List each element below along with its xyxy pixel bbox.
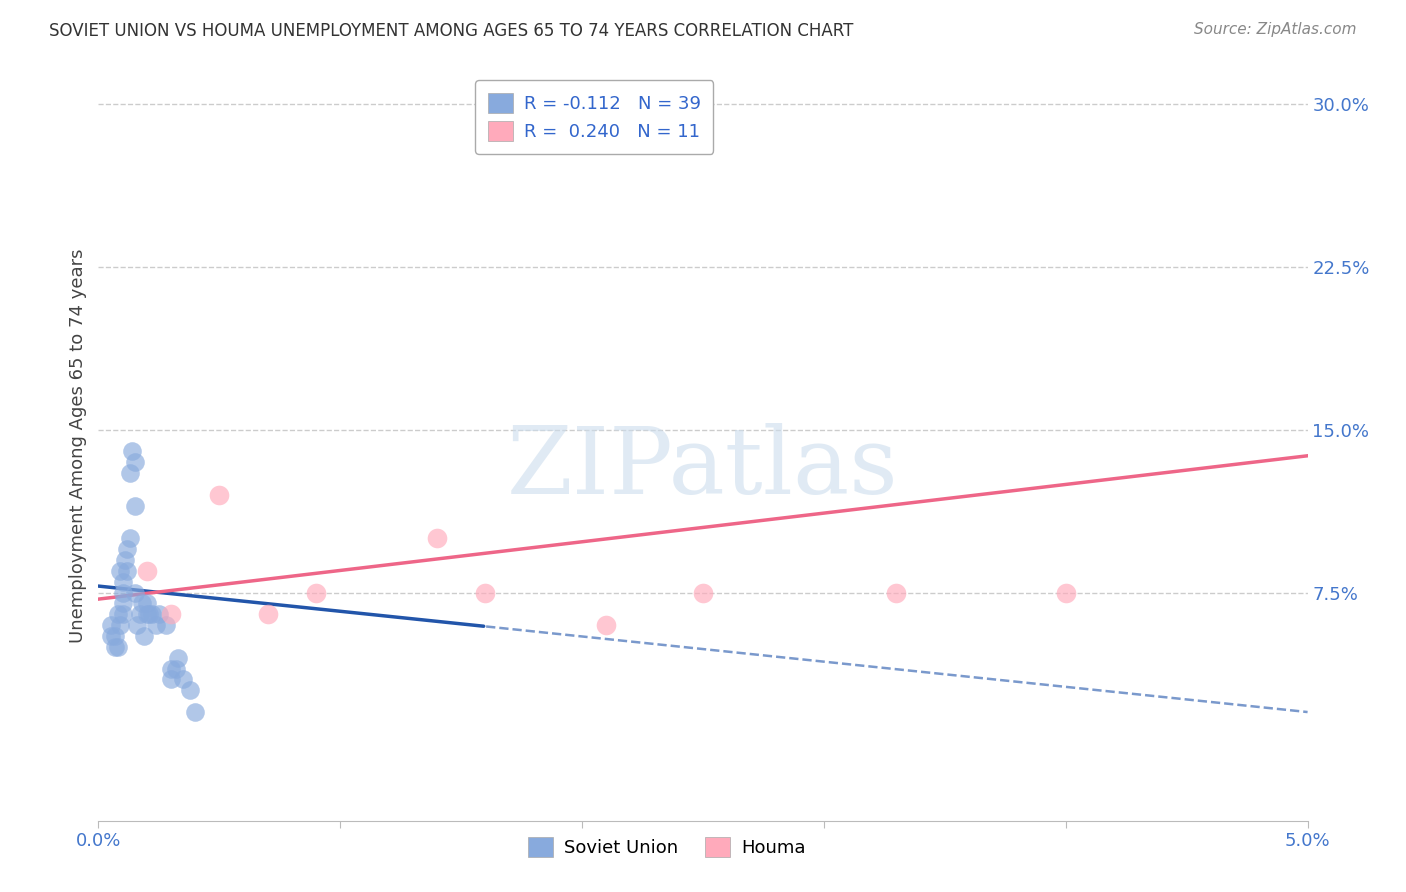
Point: [117, 542, 139, 557]
Point: [111, 607, 134, 622]
Point: [127, 618, 149, 632]
Point: [155, 618, 177, 632]
Point: [118, 531, 141, 545]
Point: [114, 553, 136, 567]
Text: Source: ZipAtlas.com: Source: ZipAtlas.com: [1194, 22, 1357, 37]
Point: [184, 705, 207, 719]
Point: [148, 607, 170, 622]
Point: [172, 673, 194, 687]
Point: [208, 488, 231, 502]
Point: [111, 585, 134, 599]
Point: [135, 597, 157, 611]
Point: [117, 564, 139, 578]
Point: [131, 597, 153, 611]
Point: [100, 629, 122, 643]
Point: [108, 618, 131, 632]
Point: [124, 499, 146, 513]
Point: [104, 640, 127, 654]
Point: [145, 618, 167, 632]
Point: [121, 444, 143, 458]
Point: [886, 585, 908, 599]
Y-axis label: Unemployment Among Ages 65 to 74 years: Unemployment Among Ages 65 to 74 years: [69, 249, 87, 643]
Point: [107, 640, 129, 654]
Point: [135, 607, 157, 622]
Point: [165, 662, 187, 676]
Text: SOVIET UNION VS HOUMA UNEMPLOYMENT AMONG AGES 65 TO 74 YEARS CORRELATION CHART: SOVIET UNION VS HOUMA UNEMPLOYMENT AMONG…: [49, 22, 853, 40]
Point: [138, 607, 160, 622]
Point: [124, 455, 146, 469]
Point: [474, 585, 496, 599]
Legend: Soviet Union, Houma: Soviet Union, Houma: [520, 830, 813, 864]
Point: [100, 618, 122, 632]
Point: [134, 629, 156, 643]
Point: [426, 531, 449, 545]
Point: [167, 650, 190, 665]
Point: [141, 607, 163, 622]
Point: [104, 629, 127, 643]
Point: [124, 585, 146, 599]
Point: [118, 466, 141, 480]
Point: [111, 574, 134, 589]
Point: [305, 585, 328, 599]
Point: [135, 564, 157, 578]
Point: [179, 683, 201, 698]
Point: [692, 585, 714, 599]
Point: [160, 607, 183, 622]
Text: ZIPatlas: ZIPatlas: [508, 424, 898, 514]
Point: [256, 607, 278, 622]
Point: [160, 662, 183, 676]
Point: [595, 618, 617, 632]
Point: [1054, 585, 1077, 599]
Point: [107, 607, 129, 622]
Point: [128, 607, 150, 622]
Point: [108, 564, 131, 578]
Point: [160, 673, 183, 687]
Point: [111, 597, 134, 611]
